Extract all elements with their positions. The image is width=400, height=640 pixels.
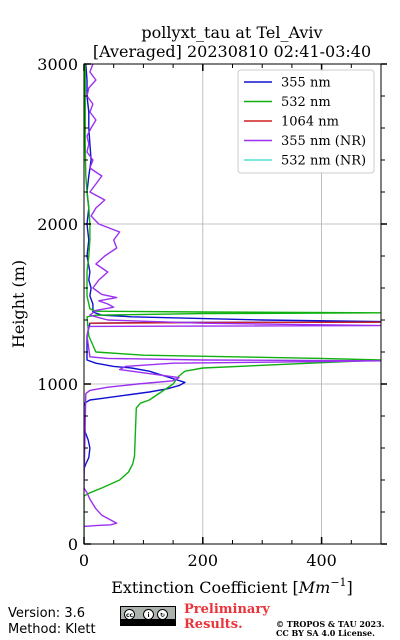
- y-tick-label: 3000: [37, 55, 78, 74]
- x-tick-label: 200: [188, 551, 219, 570]
- x-axis-label-unit: Mm: [298, 578, 331, 597]
- series-line-3: [84, 64, 381, 528]
- legend-label: 1064 nm: [281, 115, 339, 130]
- x-axis-label-text: Extinction Coefficient [: [111, 578, 299, 597]
- legend-label: 532 nm (NR): [281, 154, 366, 169]
- cc-by-sa-logo: cc i ↻: [120, 606, 176, 626]
- chart-title: pollyxt_tau at Tel_Aviv: [141, 23, 322, 42]
- tick-labels: 0 200 400 0 1000 2000 3000: [37, 55, 337, 570]
- y-axis-label: Height (m): [9, 260, 28, 348]
- preliminary-notice: Preliminary Results.: [184, 602, 270, 632]
- chart-subtitle: [Averaged] 20230810 02:41-03:40: [93, 42, 371, 61]
- x-axis-label: Extinction Coefficient [Mm−1]: [111, 576, 353, 597]
- copyright-notice: © TROPOS & TAU 2023. CC BY SA 4.0 Licens…: [276, 620, 384, 638]
- preliminary-line2: Results.: [184, 617, 243, 632]
- x-tick-label: 400: [306, 551, 337, 570]
- legend: 355 nm 532 nm 1064 nm 355 nm (NR) 532 nm (NR…: [237, 69, 375, 174]
- legend-box: [237, 69, 375, 174]
- copyright-line1: © TROPOS & TAU 2023.: [276, 619, 385, 629]
- y-tick-label: 0: [68, 535, 78, 554]
- y-tick-label: 2000: [37, 215, 78, 234]
- footer-info: Version: 3.6 Method: Klett: [8, 606, 96, 638]
- copyright-line2: CC BY SA 4.0 License.: [276, 628, 375, 638]
- x-tick-label: 0: [79, 551, 89, 570]
- preliminary-line1: Preliminary: [184, 602, 270, 617]
- legend-label: 355 nm: [281, 76, 331, 91]
- version-text: Version: 3.6: [8, 606, 85, 621]
- legend-label: 355 nm (NR): [281, 134, 366, 149]
- x-axis-label-close: ]: [347, 578, 353, 597]
- x-axis-label-exponent: −1: [330, 576, 346, 589]
- series-line-1: [84, 64, 381, 544]
- y-tick-label: 1000: [37, 375, 78, 394]
- legend-label: 532 nm: [281, 95, 331, 110]
- axis-ticks: [83, 63, 387, 545]
- cc-logo-bar: [121, 619, 175, 625]
- method-text: Method: Klett: [8, 622, 96, 637]
